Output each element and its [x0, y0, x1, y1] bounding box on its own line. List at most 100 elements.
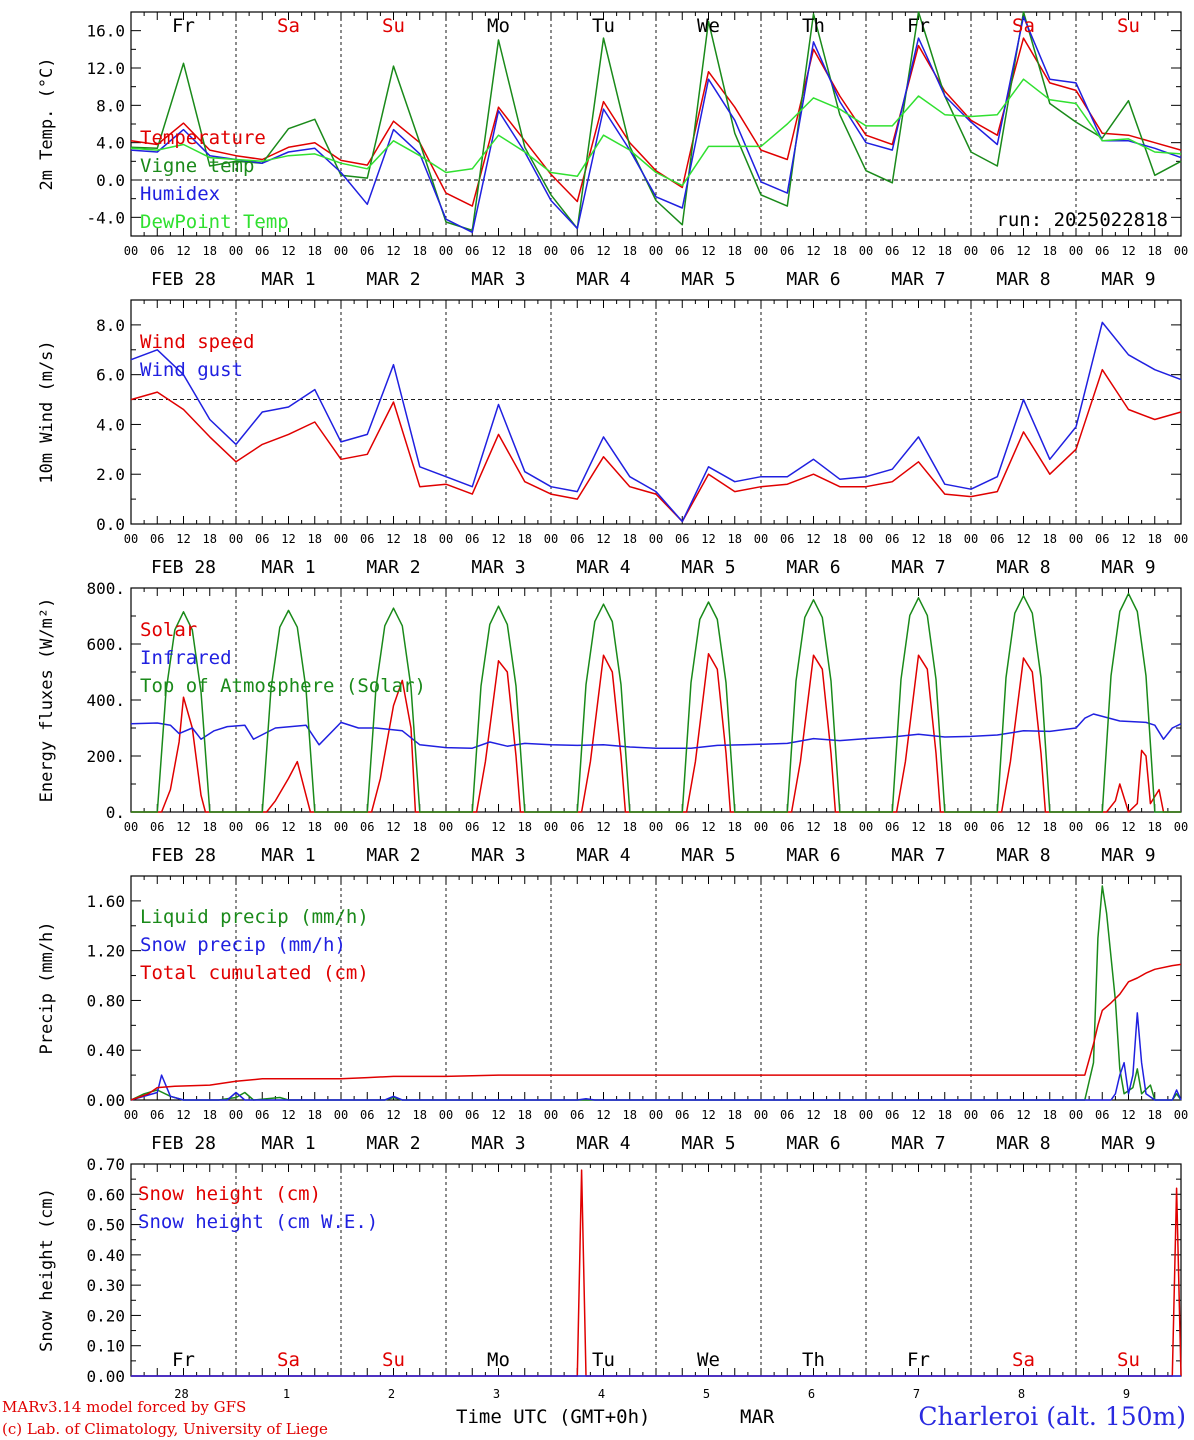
precip-hour-label: 18	[518, 1108, 532, 1122]
energy-hour-label: 12	[911, 820, 925, 834]
wind-hour-label: 06	[885, 532, 899, 546]
precip-hour-label: 06	[885, 1108, 899, 1122]
station-title: Charleroi (alt. 150m)	[918, 1402, 1186, 1431]
wind-legend-entry: Wind gust	[140, 359, 243, 381]
wind-date-label: MAR 4	[576, 557, 630, 578]
precip-hour-label: 06	[990, 1108, 1004, 1122]
wind-plot-frame	[130, 299, 1182, 525]
wind-hour-label: 12	[806, 532, 820, 546]
precip-hour-label: 00	[439, 1108, 453, 1122]
snow-day-name: Fr	[907, 1349, 930, 1371]
energy-y-tick-label: 400.	[86, 691, 125, 710]
precip-hour-label: 18	[413, 1108, 427, 1122]
temp-hour-label: 00	[1069, 244, 1083, 258]
precip-date-label: MAR 1	[261, 1133, 315, 1154]
wind-hour-label: 06	[990, 532, 1004, 546]
temp-hour-label: 06	[1095, 244, 1109, 258]
wind-hour-label: 18	[623, 532, 637, 546]
wind-hour-label: 18	[518, 532, 532, 546]
precip-date-label: MAR 3	[471, 1133, 525, 1154]
copyright-credit: (c) Lab. of Climatology, University of L…	[2, 1420, 328, 1438]
temp-hour-label: 12	[491, 244, 505, 258]
wind-hour-label: 06	[570, 532, 584, 546]
snow-y-tick-label: 0.40	[86, 1246, 125, 1265]
energy-series-line-2	[131, 592, 1181, 813]
wind-hour-label: 18	[1148, 532, 1162, 546]
precip-date-label: FEB 28	[151, 1133, 216, 1154]
temp-series-line-1	[130, 11, 1182, 232]
temp-hour-label: 00	[334, 244, 348, 258]
energy-hour-label: 18	[413, 820, 427, 834]
temp-hour-label: 18	[413, 244, 427, 258]
temp-hour-label: 12	[1121, 244, 1135, 258]
wind-hour-label: 00	[1069, 532, 1083, 546]
energy-hour-label: 06	[990, 820, 1004, 834]
temp-series-line-3	[130, 78, 1182, 187]
temp-day-name: Sa	[1012, 15, 1035, 37]
wind-series-line-0	[130, 368, 1182, 523]
wind-y-tick-label: 0.0	[96, 515, 125, 534]
temp-hour-label: 06	[675, 244, 689, 258]
temp-hour-label: 00	[859, 244, 873, 258]
energy-hour-label: 06	[1095, 820, 1109, 834]
wind-date-label: MAR 7	[891, 557, 945, 578]
wind-hour-label: 00	[859, 532, 873, 546]
wind-hour-label: 18	[203, 532, 217, 546]
temp-hour-label: 06	[360, 244, 374, 258]
precip-hour-label: 06	[465, 1108, 479, 1122]
energy-hour-label: 00	[334, 820, 348, 834]
energy-hour-label: 18	[1043, 820, 1057, 834]
month-label: MAR	[740, 1406, 775, 1428]
energy-hour-label: 12	[701, 820, 715, 834]
energy-legend-entry: Top of Atmosphere (Solar)	[140, 675, 426, 697]
snow-y-axis-title: Snow height (cm)	[37, 1188, 57, 1352]
temp-hour-label: 06	[780, 244, 794, 258]
temp-day-name: Su	[382, 15, 405, 37]
temp-y-tick-label: 16.0	[86, 22, 125, 41]
wind-hour-label: 18	[728, 532, 742, 546]
energy-date-label: MAR 8	[996, 845, 1050, 866]
precip-hour-label: 00	[544, 1108, 558, 1122]
snow-day-name: Sa	[277, 1349, 300, 1371]
precip-hour-label: 12	[1121, 1108, 1135, 1122]
precip-hour-label: 00	[754, 1108, 768, 1122]
wind-hour-label: 12	[281, 532, 295, 546]
energy-hour-label: 12	[386, 820, 400, 834]
temp-hour-label: 18	[308, 244, 322, 258]
temp-hour-label: 12	[911, 244, 925, 258]
precip-hour-label: 18	[308, 1108, 322, 1122]
snow-day-name: Mo	[487, 1349, 510, 1371]
snow-day-number: 5	[703, 1387, 710, 1401]
model-credit: MARv3.14 model forced by GFS	[2, 1398, 247, 1416]
precip-legend-entry: Snow precip (mm/h)	[140, 934, 346, 956]
wind-hour-label: 06	[780, 532, 794, 546]
wind-hour-label: 12	[491, 532, 505, 546]
wind-hour-label: 12	[1121, 532, 1135, 546]
precip-y-tick-label: 1.20	[86, 942, 125, 961]
snow-y-tick-label: 0.00	[86, 1367, 125, 1386]
wind-date-label: MAR 1	[261, 557, 315, 578]
temp-hour-label: 18	[623, 244, 637, 258]
precip-hour-label: 06	[255, 1108, 269, 1122]
precip-hour-label: 00	[334, 1108, 348, 1122]
snow-day-name: Fr	[172, 1349, 195, 1371]
energy-legend-entry: Infrared	[140, 647, 232, 669]
precip-hour-label: 12	[701, 1108, 715, 1122]
energy-hour-label: 12	[1016, 820, 1030, 834]
temp-legend-entry: Vigne temp	[140, 155, 254, 177]
precip-hour-label: 00	[229, 1108, 243, 1122]
precip-date-label: MAR 2	[366, 1133, 420, 1154]
temp-hour-label: 18	[1148, 244, 1162, 258]
energy-hour-label: 00	[1174, 820, 1188, 834]
temp-run-label: run: 2025022818	[996, 209, 1168, 231]
snow-day-name: Su	[382, 1349, 405, 1371]
energy-y-tick-label: 0.	[106, 803, 125, 822]
energy-hour-label: 06	[465, 820, 479, 834]
energy-hour-label: 06	[885, 820, 899, 834]
snow-day-number: 7	[913, 1387, 920, 1401]
precip-hour-label: 00	[964, 1108, 978, 1122]
precip-hour-label: 06	[150, 1108, 164, 1122]
wind-hour-label: 12	[911, 532, 925, 546]
precip-hour-label: 00	[1069, 1108, 1083, 1122]
energy-date-label: MAR 4	[576, 845, 630, 866]
